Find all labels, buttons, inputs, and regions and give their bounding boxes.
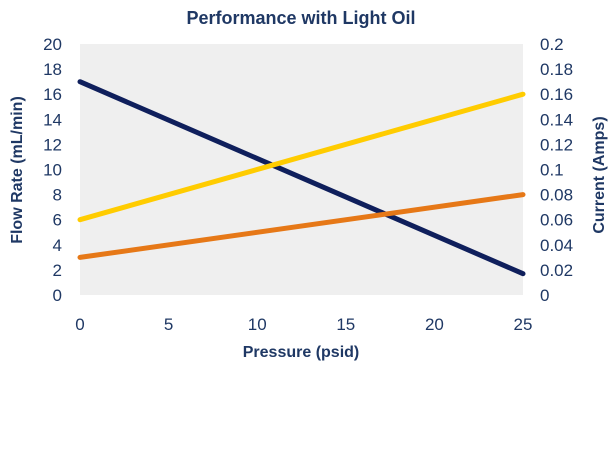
y2-tick-label: 0.14 bbox=[540, 110, 573, 129]
series-line-3 bbox=[77, 192, 526, 260]
x-axis-ticks: 0 5 10 15 20 25 bbox=[75, 315, 532, 334]
x-tick-label: 15 bbox=[336, 315, 355, 334]
y2-tick-label: 0.04 bbox=[540, 236, 573, 255]
y-axis-ticks: 0 2 4 6 8 10 12 14 16 18 20 bbox=[43, 35, 62, 305]
x-tick-label: 25 bbox=[514, 315, 533, 334]
y-tick-label: 6 bbox=[53, 211, 62, 230]
y2-axis-label: Current (Amps) bbox=[591, 116, 608, 233]
y2-tick-label: 0.2 bbox=[540, 35, 564, 54]
y-tick-label: 16 bbox=[43, 85, 62, 104]
series-line-2 bbox=[77, 91, 526, 223]
y-tick-label: 14 bbox=[43, 110, 62, 129]
y2-tick-label: 0.1 bbox=[540, 161, 564, 180]
x-axis-label: Pressure (psid) bbox=[243, 344, 359, 361]
y-tick-label: 0 bbox=[53, 286, 62, 305]
chart-title: Performance with Light Oil bbox=[186, 8, 415, 28]
y2-tick-label: 0.16 bbox=[540, 85, 573, 104]
x-tick-label: 5 bbox=[164, 315, 173, 334]
y-tick-label: 4 bbox=[53, 236, 62, 255]
y2-tick-label: 0 bbox=[540, 286, 549, 305]
plot-area bbox=[80, 44, 523, 295]
x-tick-label: 0 bbox=[75, 315, 84, 334]
y-tick-label: 20 bbox=[43, 35, 62, 54]
y2-axis-ticks: 0 0.02 0.04 0.06 0.08 0.1 0.12 0.14 0.16 0.18 0.2 bbox=[540, 35, 573, 305]
y-tick-label: 18 bbox=[43, 60, 62, 79]
y2-tick-label: 0.12 bbox=[540, 135, 573, 154]
x-tick-label: 20 bbox=[425, 315, 444, 334]
y-axis-label: Flow Rate (mL/min) bbox=[9, 96, 26, 244]
series-group bbox=[77, 79, 526, 277]
x-tick-label: 10 bbox=[248, 315, 267, 334]
y2-tick-label: 0.08 bbox=[540, 186, 573, 205]
y2-tick-label: 0.18 bbox=[540, 60, 573, 79]
y-tick-label: 12 bbox=[43, 135, 62, 154]
y2-tick-label: 0.06 bbox=[540, 211, 573, 230]
series-line-1 bbox=[77, 79, 526, 277]
y-tick-label: 2 bbox=[53, 261, 62, 280]
y2-tick-label: 0.02 bbox=[540, 261, 573, 280]
y-tick-label: 10 bbox=[43, 161, 62, 180]
y-tick-label: 8 bbox=[53, 186, 62, 205]
